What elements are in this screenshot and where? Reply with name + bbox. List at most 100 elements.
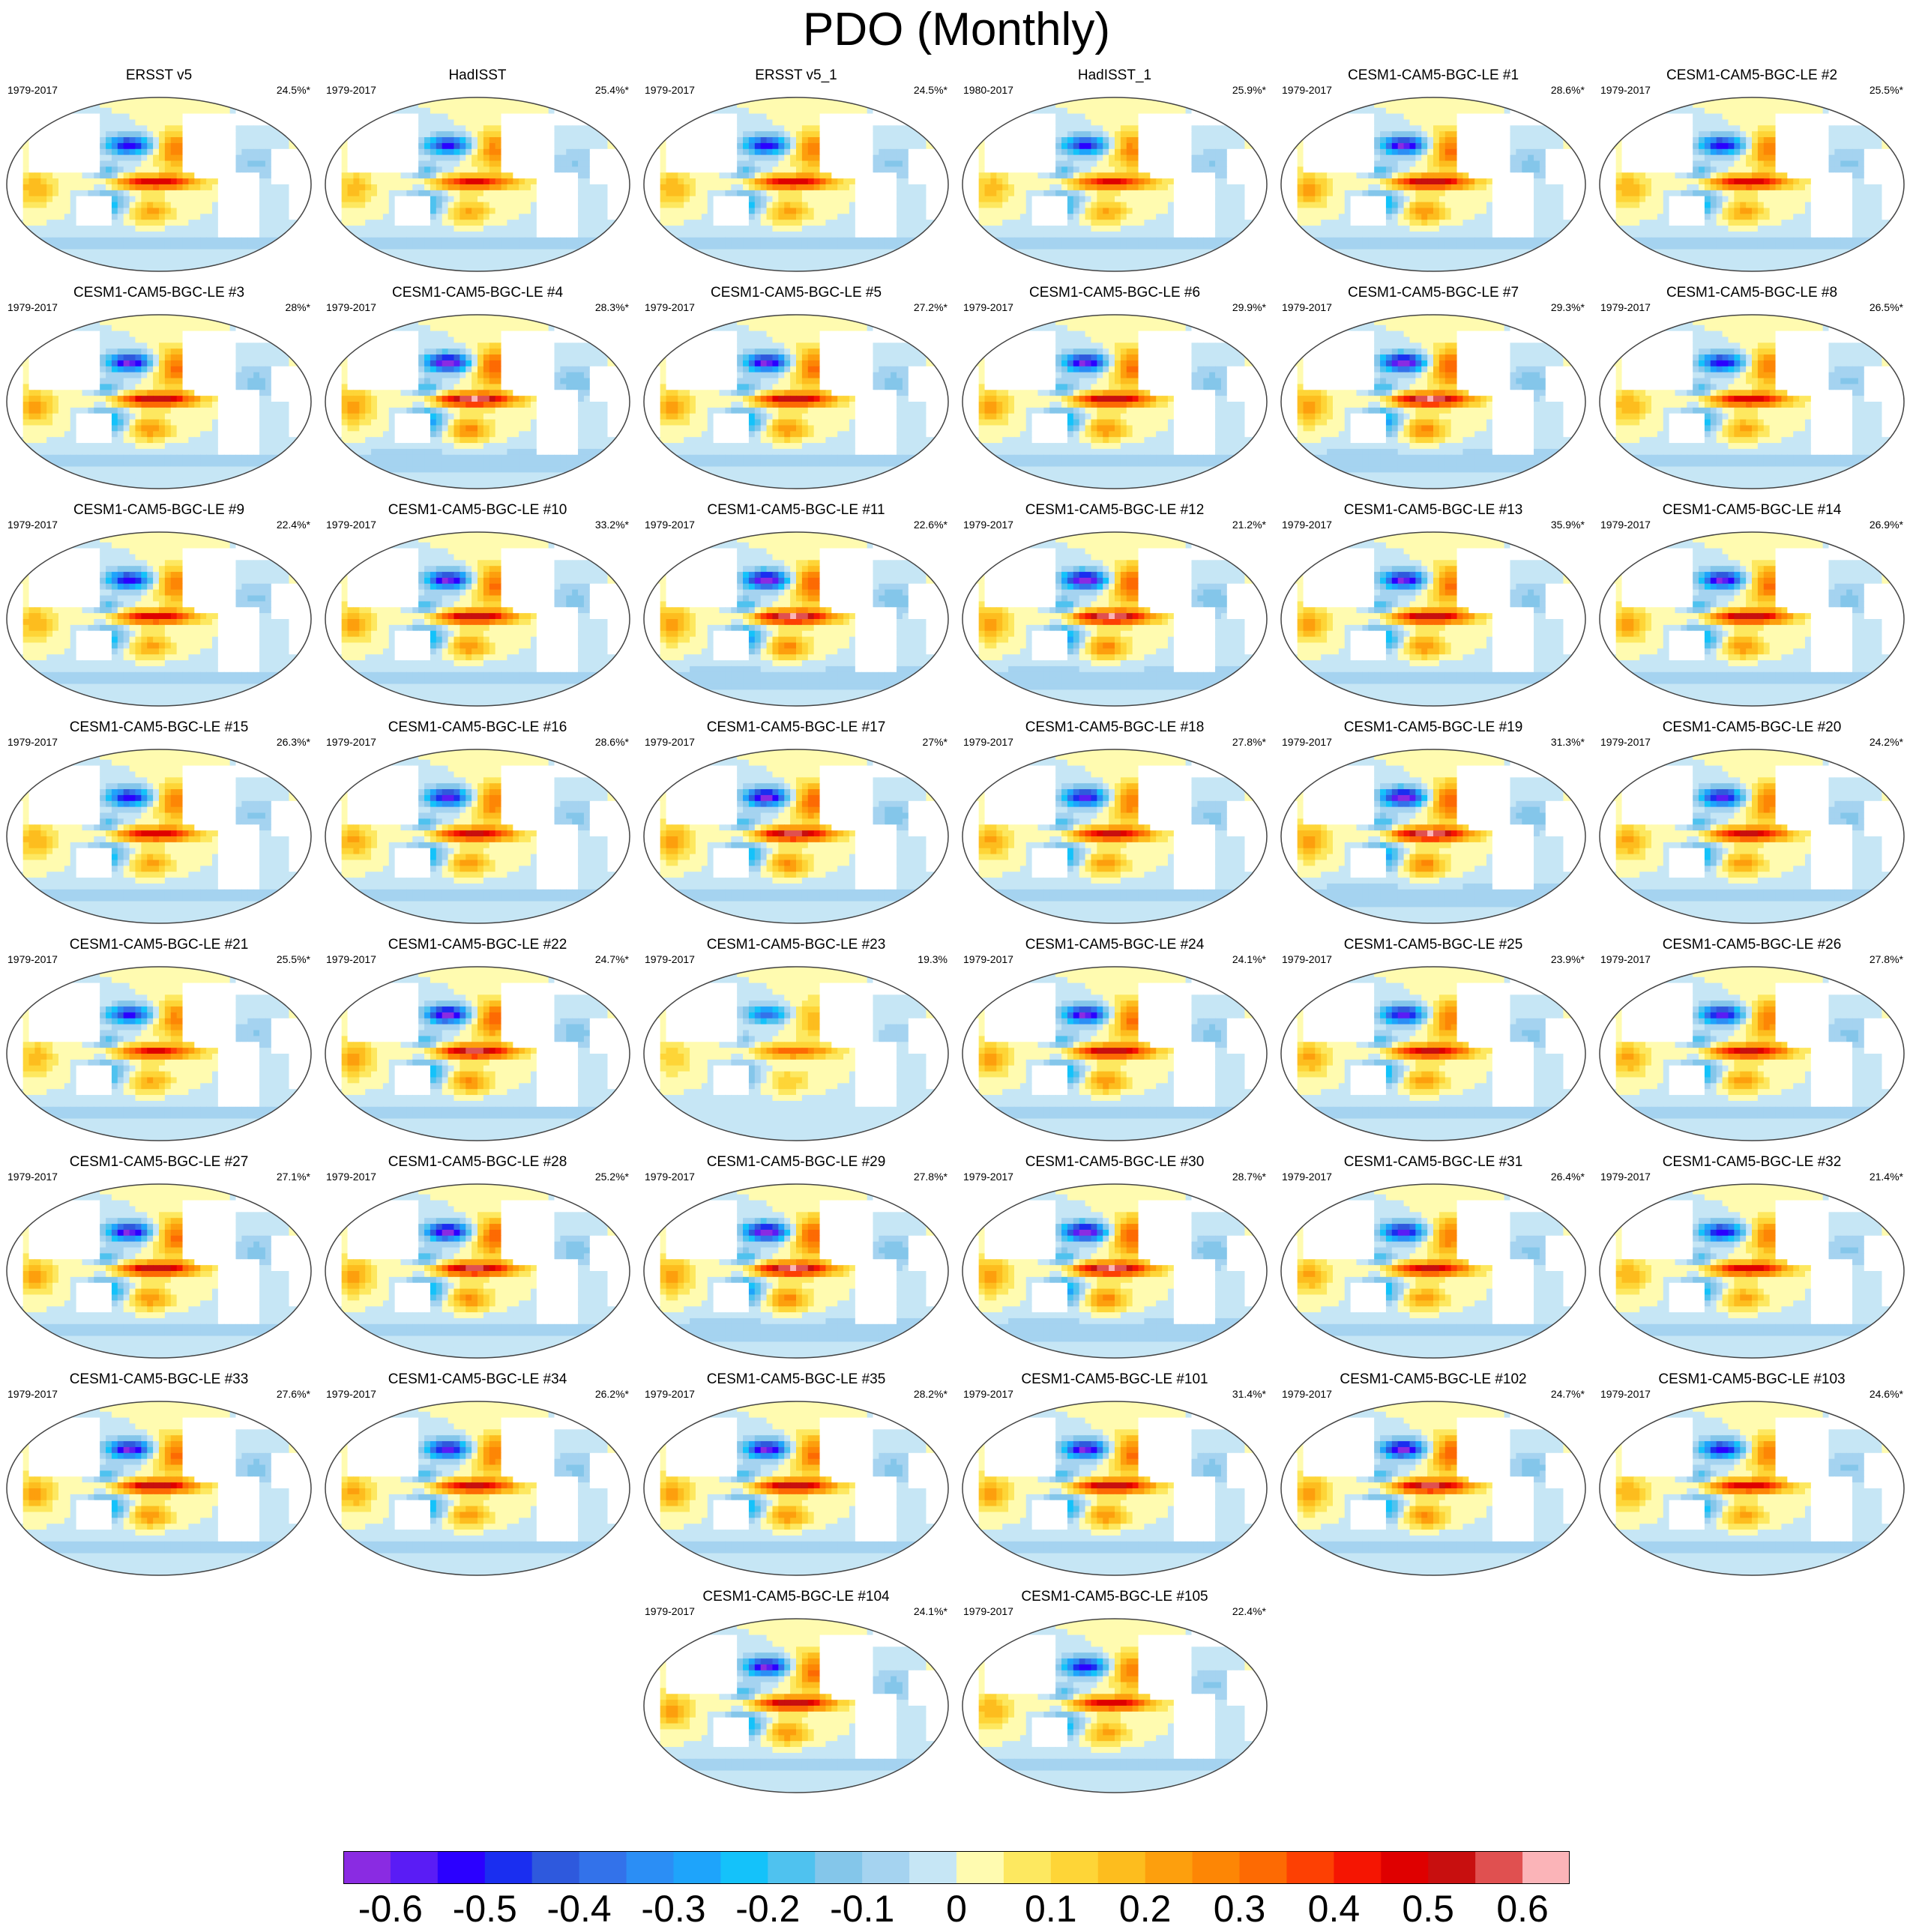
- colorbar-swatch: [438, 1851, 485, 1884]
- panel-variance-pct: 25.4%*: [595, 84, 629, 96]
- panel-variance-pct: 22.4%*: [1232, 1605, 1266, 1617]
- panel-map: [961, 1183, 1268, 1359]
- panel-title: CESM1-CAM5-BGC-LE #27: [0, 1154, 318, 1171]
- map-panel: CESM1-CAM5-BGC-LE #18 1979-2017 27.8%*: [956, 719, 1274, 928]
- map-panel: CESM1-CAM5-BGC-LE #105 1979-2017 22.4%*: [956, 1589, 1274, 1797]
- panel-title: CESM1-CAM5-BGC-LE #30: [956, 1154, 1274, 1171]
- panel-map: [1280, 748, 1587, 925]
- panel-variance-pct: 28.2%*: [914, 1388, 948, 1400]
- colorbar-labels: -0.6 -0.5 -0.4 -0.3 -0.2 -0.1 0 0.1 0.2 0.3 0.4 0.5…: [0, 1884, 1913, 1929]
- panel-years: 1979-2017: [7, 953, 58, 965]
- panel-map: [642, 1617, 950, 1794]
- panel-map: [961, 313, 1268, 490]
- panel-map: [5, 531, 313, 707]
- panel-years: 1979-2017: [1600, 953, 1651, 965]
- panel-map: [324, 965, 631, 1142]
- panel-variance-pct: 21.4%*: [1870, 1171, 1903, 1183]
- panel-variance-pct: 31.3%*: [1551, 736, 1585, 748]
- panel-map: [1598, 313, 1906, 490]
- panel-title: CESM1-CAM5-BGC-LE #15: [0, 719, 318, 736]
- panel-map: [5, 313, 313, 490]
- colorbar-tick-label: 0: [946, 1889, 967, 1929]
- map-panel: CESM1-CAM5-BGC-LE #27 1979-2017 27.1%*: [0, 1154, 318, 1362]
- panel-variance-pct: 28%*: [286, 301, 310, 313]
- colorbar-swatch: [485, 1851, 532, 1884]
- panel-variance-pct: 31.4%*: [1232, 1388, 1266, 1400]
- panel-variance-pct: 22.6%*: [914, 519, 948, 531]
- panel-map: [642, 531, 950, 707]
- panel-title: CESM1-CAM5-BGC-LE #6: [956, 285, 1274, 301]
- panel-years: 1979-2017: [326, 953, 376, 965]
- panel-variance-pct: 28.7%*: [1232, 1171, 1266, 1183]
- panel-title: CESM1-CAM5-BGC-LE #105: [956, 1589, 1274, 1605]
- colorbar-tick-label: -0.3: [641, 1889, 705, 1929]
- map-panel: CESM1-CAM5-BGC-LE #25 1979-2017 23.9%*: [1274, 937, 1592, 1145]
- map-panel: CESM1-CAM5-BGC-LE #19 1979-2017 31.3%*: [1274, 719, 1592, 928]
- panel-variance-pct: 23.9%*: [1551, 953, 1585, 965]
- map-panel: CESM1-CAM5-BGC-LE #29 1979-2017 27.8%*: [637, 1154, 955, 1362]
- panel-variance-pct: 21.2%*: [1232, 519, 1266, 531]
- panel-years: 1979-2017: [645, 1171, 695, 1183]
- panel-variance-pct: 24.1%*: [1232, 953, 1266, 965]
- colorbar-swatch: [1475, 1851, 1522, 1884]
- panel-variance-pct: 24.1%*: [914, 1605, 948, 1617]
- colorbar-tick-label: 0.1: [1025, 1889, 1077, 1929]
- panel-years: 1979-2017: [326, 519, 376, 531]
- map-panel: CESM1-CAM5-BGC-LE #22 1979-2017 24.7%*: [319, 937, 636, 1145]
- panel-title: CESM1-CAM5-BGC-LE #17: [637, 719, 955, 736]
- colorbar-swatch: [673, 1851, 720, 1884]
- panel-title: CESM1-CAM5-BGC-LE #5: [637, 285, 955, 301]
- map-panel: CESM1-CAM5-BGC-LE #20 1979-2017 24.2%*: [1593, 719, 1911, 928]
- panel-years: 1979-2017: [7, 1388, 58, 1400]
- panel-variance-pct: 29.3%*: [1551, 301, 1585, 313]
- colorbar-swatch: [1145, 1851, 1193, 1884]
- panel-variance-pct: 27.1%*: [277, 1171, 310, 1183]
- panel-title: CESM1-CAM5-BGC-LE #3: [0, 285, 318, 301]
- panel-years: 1979-2017: [963, 301, 1013, 313]
- panel-map: [961, 1617, 1268, 1794]
- panel-map: [324, 1400, 631, 1577]
- map-panel: CESM1-CAM5-BGC-LE #102 1979-2017 24.7%*: [1274, 1371, 1592, 1580]
- map-panel: CESM1-CAM5-BGC-LE #6 1979-2017 29.9%*: [956, 285, 1274, 493]
- panel-years: 1979-2017: [7, 736, 58, 748]
- map-panel: CESM1-CAM5-BGC-LE #11 1979-2017 22.6%*: [637, 502, 955, 710]
- panel-title: CESM1-CAM5-BGC-LE #18: [956, 719, 1274, 736]
- panel-years: 1979-2017: [7, 519, 58, 531]
- panel-years: 1979-2017: [963, 519, 1013, 531]
- panel-map: [961, 531, 1268, 707]
- map-panel: CESM1-CAM5-BGC-LE #16 1979-2017 28.6%*: [319, 719, 636, 928]
- colorbar-swatch: [1240, 1851, 1287, 1884]
- panel-years: 1979-2017: [645, 1605, 695, 1617]
- colorbar-tick-label: 0.6: [1496, 1889, 1549, 1929]
- colorbar-swatch: [1004, 1851, 1051, 1884]
- map-panel: CESM1-CAM5-BGC-LE #2 1979-2017 25.5%*: [1593, 67, 1911, 276]
- colorbar-swatch: [862, 1851, 909, 1884]
- panel-years: 1979-2017: [1282, 1171, 1332, 1183]
- panel-title: CESM1-CAM5-BGC-LE #22: [319, 937, 636, 953]
- panel-map: [961, 96, 1268, 273]
- panel-years: 1979-2017: [1600, 301, 1651, 313]
- panel-variance-pct: 25.5%*: [277, 953, 310, 965]
- colorbar-swatch: [1428, 1851, 1475, 1884]
- panel-map: [5, 748, 313, 925]
- panel-title: CESM1-CAM5-BGC-LE #16: [319, 719, 636, 736]
- panel-years: 1979-2017: [645, 1388, 695, 1400]
- panel-years: 1979-2017: [645, 84, 695, 96]
- colorbar-swatch: [720, 1851, 768, 1884]
- map-panel: CESM1-CAM5-BGC-LE #9 1979-2017 22.4%*: [0, 502, 318, 710]
- panel-map: [642, 965, 950, 1142]
- panel-map: [1598, 748, 1906, 925]
- panel-variance-pct: 35.9%*: [1551, 519, 1585, 531]
- panel-map: [1598, 965, 1906, 1142]
- colorbar-swatch: [391, 1851, 438, 1884]
- panel-title: CESM1-CAM5-BGC-LE #33: [0, 1371, 318, 1388]
- panel-map: [642, 313, 950, 490]
- map-panel: CESM1-CAM5-BGC-LE #21 1979-2017 25.5%*: [0, 937, 318, 1145]
- map-panel: CESM1-CAM5-BGC-LE #1 1979-2017 28.6%*: [1274, 67, 1592, 276]
- panel-years: 1979-2017: [963, 1388, 1013, 1400]
- panel-title: HadISST: [319, 67, 636, 84]
- panel-title: CESM1-CAM5-BGC-LE #32: [1593, 1154, 1911, 1171]
- panel-years: 1979-2017: [326, 1171, 376, 1183]
- panel-title: HadISST_1: [956, 67, 1274, 84]
- panel-title: CESM1-CAM5-BGC-LE #14: [1593, 502, 1911, 519]
